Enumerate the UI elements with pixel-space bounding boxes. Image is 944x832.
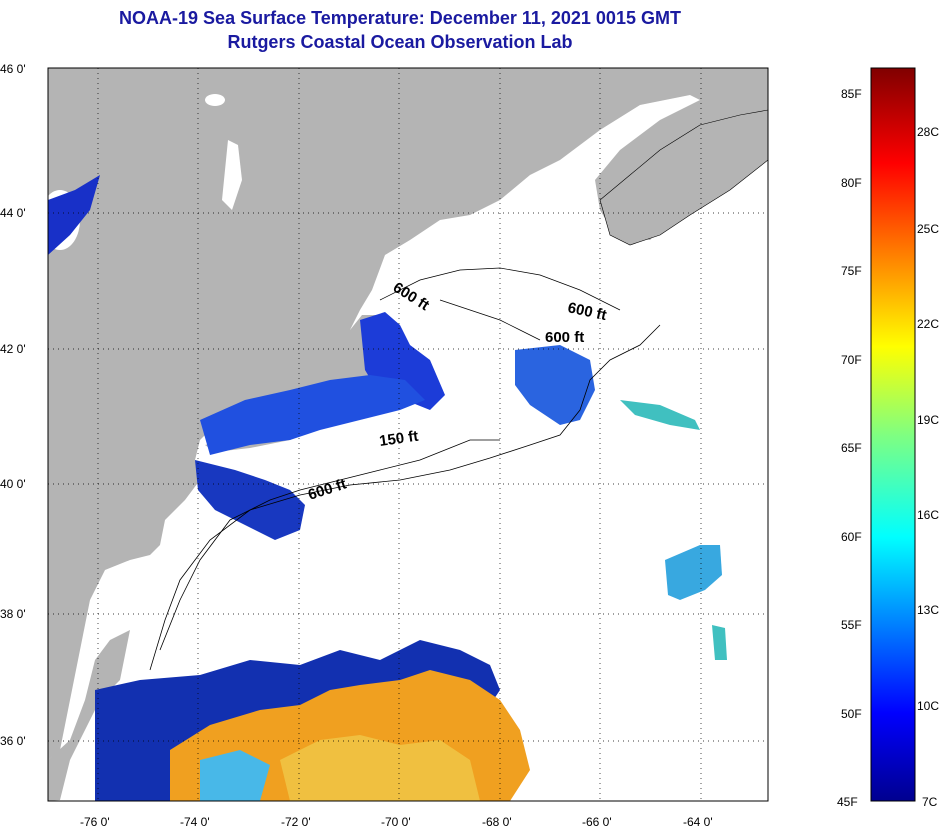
sst-patch-georges (515, 345, 595, 425)
colorbar-c-label: 10C (917, 699, 939, 713)
sst-patch-east (620, 400, 700, 430)
lat-label: 38 0' (0, 607, 26, 621)
colorbar-c-label: 28C (917, 125, 939, 139)
colorbar-celsius: 28C 25C 22C 19C 16C 13C 10C 7C (917, 125, 939, 809)
map-subtitle: Rutgers Coastal Ocean Observation Lab (227, 32, 573, 52)
sst-patch-shelf (195, 460, 305, 540)
lat-label: 40 0' (0, 477, 26, 491)
colorbar-c-label: 7C (922, 795, 938, 809)
lat-label: 42 0' (0, 342, 26, 356)
colorbar-f-label: 70F (841, 353, 862, 367)
map-grid (48, 68, 768, 801)
lat-label: 36 0' (0, 734, 26, 748)
colorbar-c-label: 22C (917, 317, 939, 331)
sst-patch-ny-bight (200, 375, 425, 455)
colorbar-f-label: 80F (841, 176, 862, 190)
lon-label: -76 0' (80, 815, 110, 829)
depth-label: 150 ft (378, 428, 419, 450)
sst-patch-east3 (712, 625, 727, 660)
sst-patch-south-hot (280, 735, 480, 801)
lat-label: 46 0' (0, 62, 26, 76)
colorbar-fahrenheit: 85F 80F 75F 70F 65F 60F 55F 50F 45F (837, 87, 862, 809)
colorbar-f-label: 50F (841, 707, 862, 721)
land-south (48, 630, 130, 801)
lon-label: -68 0' (482, 815, 512, 829)
sst-patch-east2 (665, 545, 722, 600)
lon-label: -74 0' (180, 815, 210, 829)
colorbar-c-label: 25C (917, 222, 939, 236)
colorbar-c-label: 19C (917, 413, 939, 427)
sst-patch-south-mid (200, 750, 270, 801)
land-north (48, 68, 768, 760)
lon-label: -66 0' (582, 815, 612, 829)
colorbar-f-label: 75F (841, 264, 862, 278)
colorbar-f-label: 45F (837, 795, 858, 809)
lon-label: -72 0' (281, 815, 311, 829)
colorbar-c-label: 13C (917, 603, 939, 617)
colorbar-f-label: 65F (841, 441, 862, 455)
colorbar-f-label: 85F (841, 87, 862, 101)
land-nova-scotia (599, 109, 768, 246)
map-title: NOAA-19 Sea Surface Temperature: Decembe… (119, 8, 681, 28)
isobath-150 (159, 439, 500, 651)
depth-label: 600 ft (545, 329, 584, 346)
colorbar (870, 67, 916, 802)
colorbar-f-label: 60F (841, 530, 862, 544)
colorbar-c-label: 16C (917, 508, 939, 522)
isobath-600 (149, 324, 661, 671)
lon-label: -70 0' (381, 815, 411, 829)
lon-label: -64 0' (683, 815, 713, 829)
colorbar-f-label: 55F (841, 618, 862, 632)
sst-patch-lake-ontario (48, 175, 100, 255)
lat-label: 44 0' (0, 206, 26, 220)
